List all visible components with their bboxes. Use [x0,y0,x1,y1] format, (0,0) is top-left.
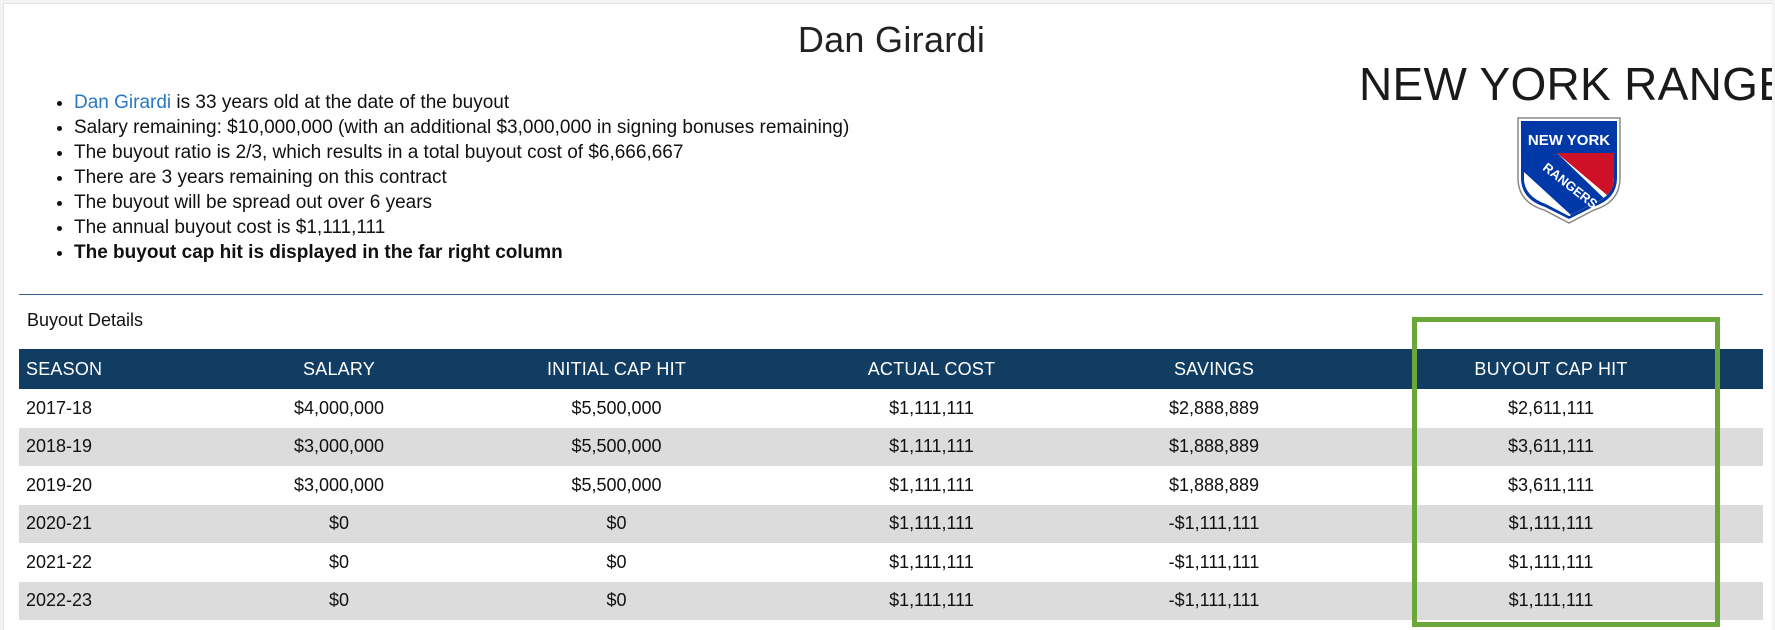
cell-savings: -$1,111,111 [1089,543,1339,582]
player-link[interactable]: Dan Girardi [74,92,172,113]
cell-season: 2019-20 [19,466,219,505]
cell-initial-cap-hit: $5,500,000 [459,466,774,505]
cell-season: 2021-22 [19,543,219,582]
buyout-facts-list: Dan Girardi is 33 years old at the date … [52,90,849,265]
cell-season: 2022-23 [19,581,219,620]
cell-salary: $3,000,000 [219,427,459,466]
cell-buyout-cap-hit: $1,111,111 [1339,581,1763,620]
age-text: is 33 years old at the date of the buyou… [171,92,510,113]
column-header-salary[interactable]: SALARY [219,349,459,389]
cell-actual-cost: $1,111,111 [774,543,1089,582]
cell-initial-cap-hit: $0 [459,543,774,582]
cell-salary: $4,000,000 [219,389,459,428]
cell-initial-cap-hit: $5,500,000 [459,427,774,466]
table-row: 2021-22 $0 $0 $1,111,111 -$1,111,111 $1,… [19,543,1763,582]
table-row: 2018-19 $3,000,000 $5,500,000 $1,111,111… [19,427,1763,466]
page: Dan Girardi Dan Girardi is 33 years old … [3,3,1772,630]
column-header-savings[interactable]: SAVINGS [1089,349,1339,389]
cell-salary: $0 [219,543,459,582]
cell-savings: $1,888,889 [1089,427,1339,466]
column-header-actual-cost[interactable]: ACTUAL COST [774,349,1089,389]
cell-savings: $1,888,889 [1089,466,1339,505]
cell-season: 2018-19 [19,427,219,466]
cell-buyout-cap-hit: $3,611,111 [1339,466,1763,505]
table-row: 2017-18 $4,000,000 $5,500,000 $1,111,111… [19,389,1763,428]
cell-buyout-cap-hit: $2,611,111 [1339,389,1763,428]
list-item-bold-note: The buyout cap hit is displayed in the f… [74,240,849,265]
list-item: Dan Girardi is 33 years old at the date … [74,90,849,115]
table-row: 2019-20 $3,000,000 $5,500,000 $1,111,111… [19,466,1763,505]
team-name: NEW YORK RANGERS [1359,58,1772,110]
buyout-table: SEASON SALARY INITIAL CAP HIT ACTUAL COS… [19,349,1763,620]
cell-salary: $0 [219,581,459,620]
section-divider [19,294,1763,295]
cell-season: 2020-21 [19,504,219,543]
table-header-row: SEASON SALARY INITIAL CAP HIT ACTUAL COS… [19,349,1763,389]
player-name-heading: Dan Girardi [797,19,986,60]
cell-initial-cap-hit: $5,500,000 [459,389,774,428]
cell-savings: $2,888,889 [1089,389,1339,428]
logo-text-line1: NEW YORK [1528,132,1610,149]
cell-buyout-cap-hit: $1,111,111 [1339,504,1763,543]
list-item: The buyout will be spread out over 6 yea… [74,190,849,215]
cell-actual-cost: $1,111,111 [774,466,1089,505]
table-row: 2020-21 $0 $0 $1,111,111 -$1,111,111 $1,… [19,504,1763,543]
cell-savings: -$1,111,111 [1089,504,1339,543]
list-item: There are 3 years remaining on this cont… [74,165,849,190]
buyout-details-title: Buyout Details [27,310,144,330]
column-header-initial-cap-hit[interactable]: INITIAL CAP HIT [459,349,774,389]
cell-buyout-cap-hit: $1,111,111 [1339,543,1763,582]
cell-actual-cost: $1,111,111 [774,427,1089,466]
cell-buyout-cap-hit: $3,611,111 [1339,427,1763,466]
cell-initial-cap-hit: $0 [459,581,774,620]
cell-salary: $0 [219,504,459,543]
list-item: The annual buyout cost is $1,111,111 [74,215,849,240]
cell-actual-cost: $1,111,111 [774,504,1089,543]
cell-season: 2017-18 [19,389,219,428]
column-header-season[interactable]: SEASON [19,349,219,389]
rangers-shield-logo-icon: NEW YORK RANGERS [1517,117,1621,224]
table-row: 2022-23 $0 $0 $1,111,111 -$1,111,111 $1,… [19,581,1763,620]
column-header-buyout-cap-hit[interactable]: BUYOUT CAP HIT [1339,349,1763,389]
list-item: The buyout ratio is 2/3, which results i… [74,140,849,165]
cell-salary: $3,000,000 [219,466,459,505]
cell-initial-cap-hit: $0 [459,504,774,543]
list-item: Salary remaining: $10,000,000 (with an a… [74,115,849,140]
cell-actual-cost: $1,111,111 [774,581,1089,620]
cell-actual-cost: $1,111,111 [774,389,1089,428]
cell-savings: -$1,111,111 [1089,581,1339,620]
